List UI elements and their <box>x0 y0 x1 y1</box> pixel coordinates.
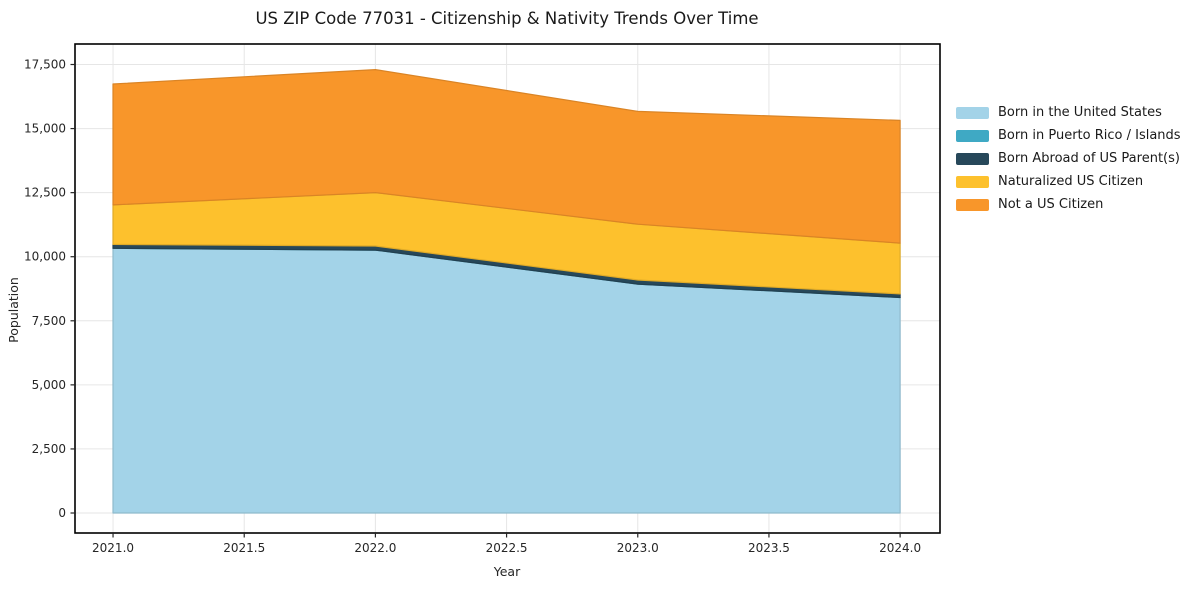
y-tick-label: 0 <box>58 506 66 520</box>
legend-label: Born Abroad of US Parent(s) <box>998 151 1180 166</box>
legend-label: Born in the United States <box>998 105 1162 120</box>
legend-swatch-born-abroad-of-us-parent-s <box>956 152 989 165</box>
x-tick-label: 2024.0 <box>879 541 921 555</box>
tick-labels: 2021.0 2021.5 2022.0 2022.5 2023.0 2023.5 2024… <box>24 58 921 555</box>
legend-swatch-not-a-us-citizen <box>956 198 989 211</box>
y-axis-label: Population <box>6 277 21 343</box>
legend: Born in the United States Born in Puerto … <box>956 101 1181 216</box>
legend-label: Born in Puerto Rico / Islands <box>998 128 1181 143</box>
legend-swatch-born-in-puerto-rico-islands <box>956 129 989 142</box>
legend-item-born-in-puerto-rico-islands: Born in Puerto Rico / Islands <box>956 124 1181 147</box>
legend-swatch-naturalized-us-citizen <box>956 175 989 188</box>
y-tick-label: 5,000 <box>32 378 66 392</box>
x-tick-label: 2021.0 <box>92 541 134 555</box>
legend-label: Naturalized US Citizen <box>998 174 1144 189</box>
legend-item-born-abroad-of-us-parent-s: Born Abroad of US Parent(s) <box>956 147 1181 170</box>
y-tick-label: 7,500 <box>32 314 66 328</box>
y-tick-label: 2,500 <box>32 442 66 456</box>
y-tick-label: 15,000 <box>24 122 66 136</box>
x-tick-label: 2023.0 <box>617 541 659 555</box>
axes <box>70 43 941 538</box>
y-tick-label: 12,500 <box>24 186 66 200</box>
legend-swatch-born-in-the-united-states <box>956 106 989 119</box>
y-tick-label: 17,500 <box>24 58 66 72</box>
x-tick-label: 2022.0 <box>354 541 396 555</box>
x-tick-label: 2021.5 <box>223 541 265 555</box>
legend-item-naturalized-us-citizen: Naturalized US Citizen <box>956 170 1181 193</box>
stacked-areas <box>112 69 901 514</box>
x-axis-label: Year <box>493 564 521 579</box>
x-tick-label: 2023.5 <box>748 541 790 555</box>
chart-title: US ZIP Code 77031 - Citizenship & Nativi… <box>255 9 758 28</box>
x-tick-label: 2022.5 <box>486 541 528 555</box>
legend-item-not-a-us-citizen: Not a US Citizen <box>956 193 1181 216</box>
area-not-a-us-citizen <box>112 69 901 244</box>
plot-border <box>74 43 941 534</box>
y-tick-label: 10,000 <box>24 250 66 264</box>
legend-label: Not a US Citizen <box>998 197 1104 212</box>
legend-item-born-in-the-united-states: Born in the United States <box>956 101 1181 124</box>
